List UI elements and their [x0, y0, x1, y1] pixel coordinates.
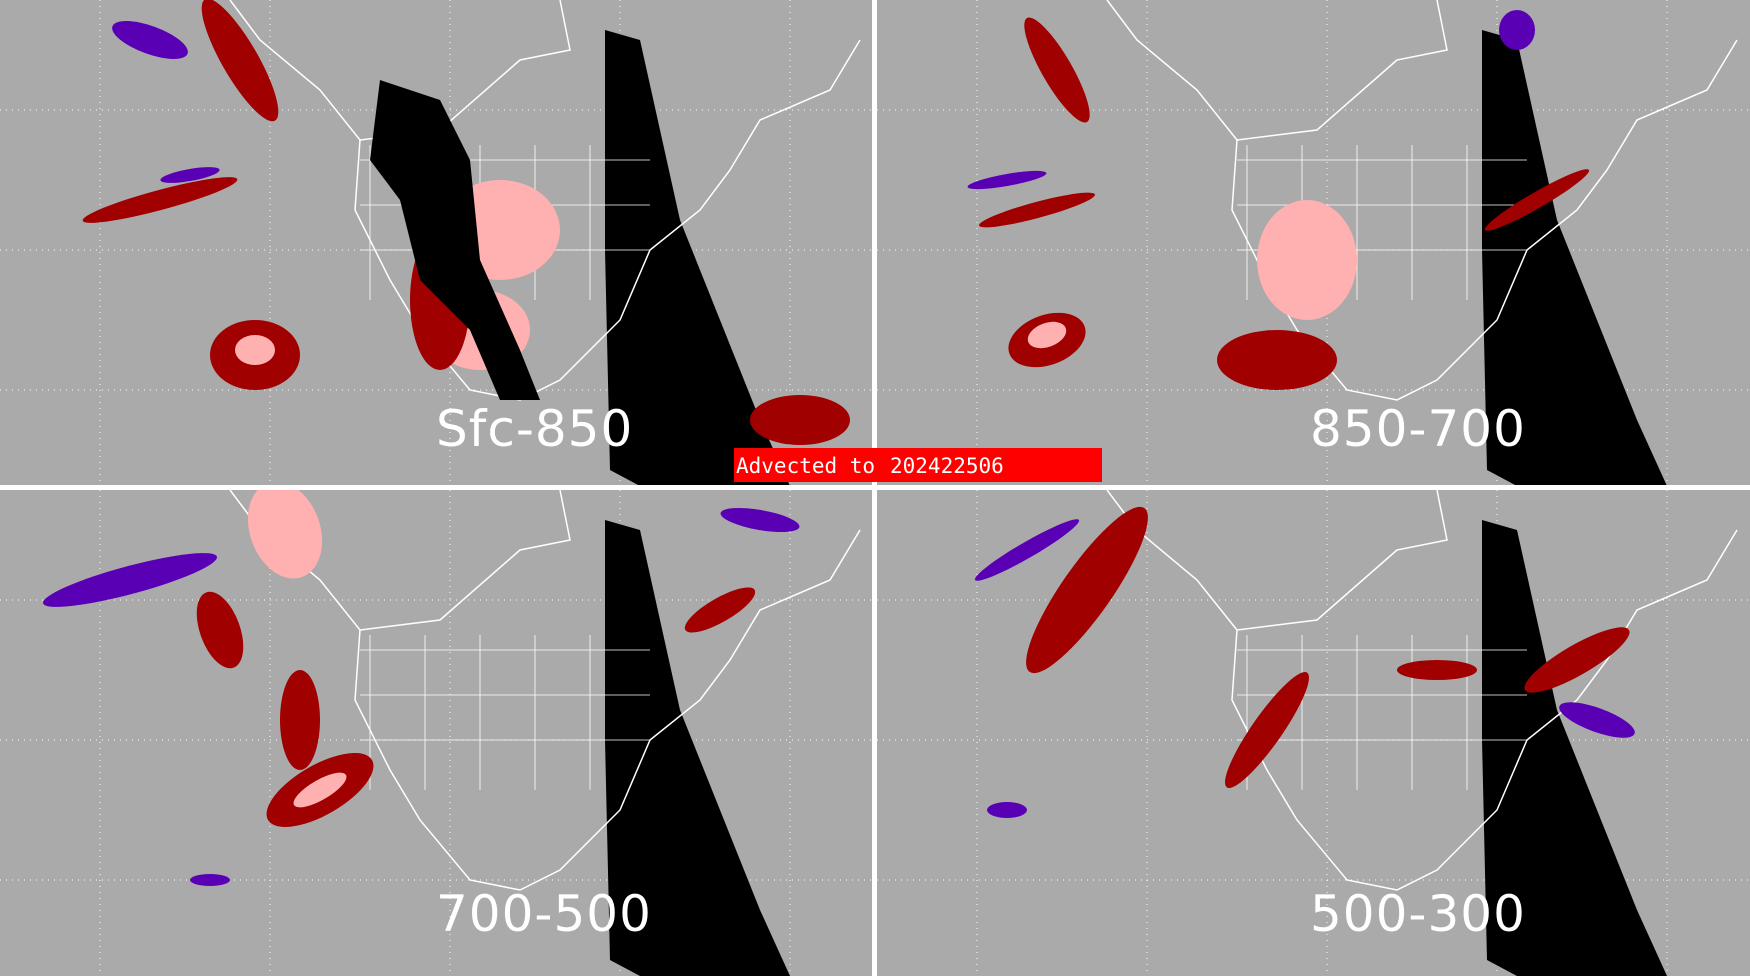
coastline [354, 0, 861, 401]
layer-label: 500-300 [1310, 885, 1526, 943]
feature-area [1559, 702, 1635, 738]
feature-area [190, 874, 230, 886]
feature-area [1026, 506, 1148, 674]
feature-area [1397, 660, 1477, 680]
feature-area [684, 587, 756, 633]
panel-sfc-850: Sfc-850 [0, 0, 872, 485]
feature-area [1027, 321, 1067, 349]
feature-area [1257, 200, 1357, 320]
feature-area [1024, 17, 1090, 123]
night-region [370, 80, 540, 400]
banner-prefix: Advected to [736, 454, 876, 478]
night-region [1482, 30, 1667, 485]
feature-area [42, 553, 218, 607]
map [0, 0, 872, 485]
feature-area [293, 772, 347, 808]
panel-500-300: 500-300 [877, 490, 1750, 976]
feature-area [720, 507, 800, 533]
coastline [1231, 0, 1738, 401]
banner-time: 202422506 [890, 454, 1004, 478]
feature-area [974, 519, 1080, 581]
feature-area [160, 167, 220, 183]
panel-850-700: 850-700 [877, 0, 1750, 485]
coastline [354, 490, 861, 891]
feature-area [196, 591, 244, 669]
feature-area [1225, 672, 1309, 788]
night-region [605, 520, 790, 976]
panel-700-500: 700-500 [0, 490, 872, 976]
feature-area [235, 335, 275, 365]
feature-area [1499, 10, 1535, 50]
layer-label: 700-500 [436, 885, 652, 943]
feature-area [1524, 627, 1630, 693]
coastline [229, 0, 361, 141]
advection-time-banner: Advected to 202422506 [734, 448, 1102, 482]
feature-area [201, 0, 279, 122]
night-region [1482, 520, 1667, 976]
feature-area [247, 490, 323, 579]
feature-area [82, 177, 238, 223]
layer-label: Sfc-850 [436, 400, 634, 458]
feature-area [1484, 169, 1590, 231]
feature-area [987, 802, 1027, 818]
coastline [1106, 490, 1238, 631]
coastline [1106, 0, 1238, 141]
feature-area [280, 670, 320, 770]
night-region [605, 30, 790, 485]
feature-area [979, 192, 1095, 228]
feature-area [112, 21, 188, 59]
feature-area [750, 395, 850, 445]
feature-area [967, 170, 1047, 190]
feature-area [1217, 330, 1337, 390]
map [0, 490, 872, 976]
map [877, 0, 1750, 485]
map [877, 490, 1750, 976]
layer-label: 850-700 [1310, 400, 1526, 458]
